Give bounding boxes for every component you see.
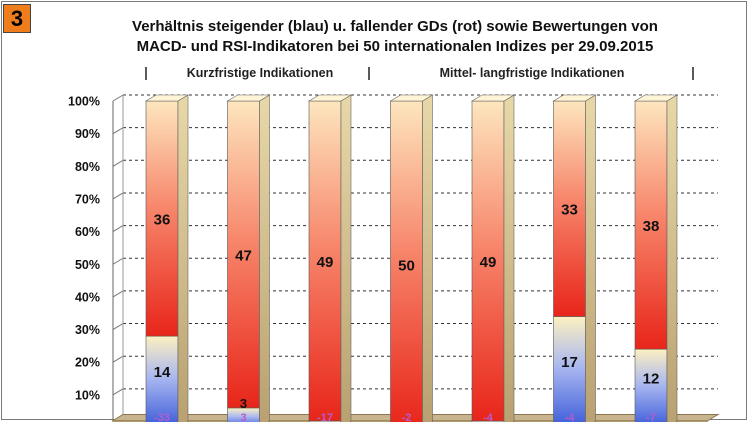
gridline-side [112,94,124,102]
data-label-falling: 47 [235,247,252,264]
bar-top-face [226,94,271,102]
bar-segment-rising [634,348,668,422]
data-label-falling: 49 [480,254,497,271]
group-label-long-term: Mittel- langfristige Indikationen [439,66,625,80]
bar-top-face [144,94,190,102]
y-tick-label: 40% [75,290,100,304]
y-tick-label: 80% [75,160,100,174]
bar-segment-falling [553,100,586,317]
data-label-falling: 36 [154,212,171,229]
bar-segment-rising [145,335,179,422]
gridline-side [112,127,124,135]
data-label-net: 3 [240,412,246,422]
bar-side-face [503,94,515,422]
bar-side-face [177,94,189,422]
bar-side-face [340,94,352,422]
data-label-falling: 50 [398,257,415,274]
bar-top-face [552,94,597,102]
y-tick-label: 50% [75,258,100,272]
chart-title-line-2: MACD- und RSI-Indikatoren bei 50 interna… [136,38,654,55]
chart-title-line-1: Verhältnis steigender (blau) u. fallende… [132,18,658,35]
y-tick-label: 100% [68,95,100,109]
y-tick-label: 30% [75,323,100,337]
data-label-rising: 17 [561,354,578,371]
y-tick-label: 70% [75,192,100,206]
data-label-falling: 38 [643,218,660,235]
data-label-net: -4 [565,412,576,422]
data-label-rising: 14 [154,364,171,381]
bar-segment-falling [471,100,505,422]
y-tick-label: 20% [75,356,100,370]
data-label-rising: 3 [240,396,247,411]
gridline-side [112,192,124,200]
data-label-falling: 49 [317,254,334,271]
data-label-rising: 12 [643,371,660,388]
gridline-side [112,159,124,167]
gridline-side [112,257,124,265]
gridline-side [112,323,124,330]
bar-segment-falling [227,100,260,409]
gridline-side [112,355,124,363]
bar-top-face [389,94,434,102]
bar-side-face [585,94,596,422]
bar-top-face [633,94,679,102]
y-tick-label: 60% [75,225,100,239]
bar-top-face [307,94,353,102]
data-label-net: -4 [483,412,494,422]
data-label-net: -33 [154,412,170,422]
bar-top-face [470,94,516,102]
bar-side-face [259,94,270,422]
data-label-net: -2 [402,412,412,422]
data-label-net: -17 [317,412,333,422]
bar-side-face [422,94,433,422]
y-tick-label: 10% [75,388,100,402]
y-tick-label: 90% [75,127,100,141]
bar-segment-falling [145,100,179,337]
data-label-net: -7 [646,412,656,422]
data-label-falling: 33 [561,202,578,219]
chart-number-badge: 3 [3,4,31,33]
gridline-side [112,290,124,298]
gridline-side [112,388,124,396]
group-label-short-term: Kurzfristige Indikationen [186,66,334,80]
gridline-side [112,225,124,233]
bar-side-face [666,94,678,422]
bar-segment-falling [390,100,423,422]
